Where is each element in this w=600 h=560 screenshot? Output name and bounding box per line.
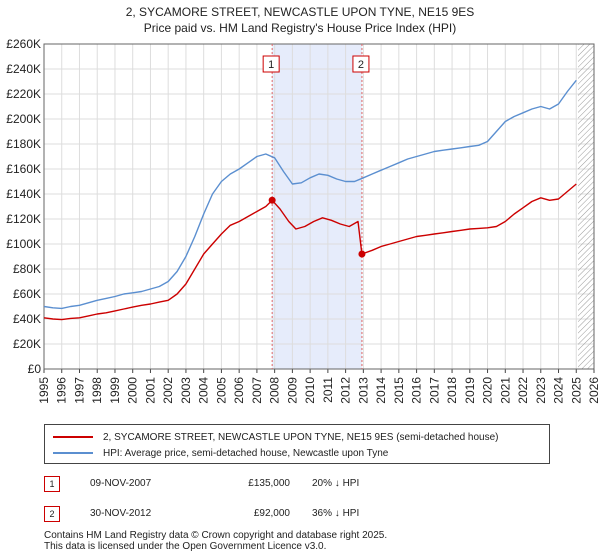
legend: 2, SYCAMORE STREET, NEWCASTLE UPON TYNE,… <box>44 424 550 464</box>
y-tick-label: £80K <box>13 262 41 276</box>
x-tick-label: 2022 <box>516 377 530 404</box>
x-tick-label: 2007 <box>250 377 264 404</box>
x-tick-label: 2009 <box>285 377 299 404</box>
x-tick-label: 2001 <box>143 377 157 404</box>
y-tick-label: £40K <box>13 312 41 326</box>
x-tick-label: 2024 <box>552 377 566 404</box>
x-tick-label: 2006 <box>232 377 246 404</box>
y-tick-label: £0 <box>28 362 42 376</box>
x-tick-label: 1998 <box>90 377 104 404</box>
x-tick-label: 2008 <box>268 377 282 404</box>
y-tick-label: £200K <box>6 112 41 126</box>
x-tick-label: 2014 <box>374 377 388 404</box>
x-tick-label: 1997 <box>72 377 86 404</box>
y-tick-label: £100K <box>6 237 41 251</box>
footer-copyright: Contains HM Land Registry data © Crown c… <box>44 530 388 541</box>
x-tick-label: 1995 <box>37 377 51 404</box>
sale-badge-label: 1 <box>268 59 274 71</box>
price-chart: £0 £20K £40K £60K £80K £100K £120K £140K £160K £1… <box>6 37 600 404</box>
x-tick-label: 2004 <box>197 377 211 404</box>
transaction-hpi-diff: 36% ↓ HPI <box>312 508 360 519</box>
x-tick-label: 2005 <box>214 377 228 404</box>
legend-item-hpi: HPI: Average price, semi-detached house,… <box>53 446 388 460</box>
x-tick-label: 2016 <box>410 377 424 404</box>
x-tick-label: 2020 <box>481 377 495 404</box>
y-tick-label: £20K <box>13 337 41 351</box>
legend-label-hpi: HPI: Average price, semi-detached house,… <box>103 447 389 459</box>
x-tick-label: 1999 <box>108 377 122 404</box>
y-tick-label: £60K <box>13 287 41 301</box>
property-series-line <box>43 183 577 321</box>
transaction-price: £135,000 <box>248 478 290 489</box>
x-tick-label: 2025 <box>569 377 583 404</box>
plot-frame <box>43 43 595 370</box>
ownership-shade <box>272 44 362 369</box>
x-tick-label: 2010 <box>303 377 317 404</box>
sale-badge-box <box>262 55 280 73</box>
sale-point <box>358 250 366 258</box>
hpi-series-line <box>43 79 577 310</box>
legend-swatch-property <box>53 436 93 438</box>
y-tick-label: £240K <box>6 62 41 76</box>
transaction-date: 30-NOV-2012 <box>90 508 152 519</box>
x-tick-label: 2026 <box>587 377 600 404</box>
y-tick-label: £140K <box>6 187 41 201</box>
sale-badge-label: 2 <box>358 59 364 71</box>
sale-point <box>268 196 276 204</box>
x-tick-label: 1996 <box>55 377 69 404</box>
y-tick-label: £260K <box>6 37 41 51</box>
legend-swatch-hpi <box>53 452 93 454</box>
x-tick-label: 2023 <box>534 377 548 404</box>
x-tick-label: 2003 <box>179 377 193 404</box>
y-tick-label: £180K <box>6 137 41 151</box>
x-tick-label: 2015 <box>392 377 406 404</box>
legend-label-property: 2, SYCAMORE STREET, NEWCASTLE UPON TYNE,… <box>103 431 499 443</box>
y-tick-label: £220K <box>6 87 41 101</box>
y-tick-label: £160K <box>6 162 41 176</box>
chart-subtitle: Price paid vs. HM Land Registry's House … <box>143 21 457 35</box>
sale-badge-box <box>352 55 370 73</box>
transaction-badge: 1 <box>44 476 60 492</box>
x-tick-label: 2011 <box>321 377 335 403</box>
legend-item-property: 2, SYCAMORE STREET, NEWCASTLE UPON TYNE,… <box>53 430 499 444</box>
transaction-date: 09-NOV-2007 <box>90 478 152 489</box>
transaction-badge: 2 <box>44 506 60 522</box>
transaction-hpi-diff: 20% ↓ HPI <box>312 478 360 489</box>
chart-title: 2, SYCAMORE STREET, NEWCASTLE UPON TYNE,… <box>125 5 475 19</box>
footer-license: This data is licensed under the Open Gov… <box>44 541 327 552</box>
x-tick-label: 2017 <box>427 377 441 404</box>
x-tick-label: 2012 <box>339 377 353 404</box>
x-tick-label: 2002 <box>161 377 175 404</box>
x-tick-label: 2013 <box>356 377 370 404</box>
x-tick-label: 2021 <box>498 377 512 404</box>
x-tick-label: 2019 <box>463 377 477 404</box>
y-tick-label: £120K <box>6 212 41 226</box>
transaction-price: £92,000 <box>253 508 290 519</box>
x-tick-label: 2018 <box>445 377 459 404</box>
future-hatch <box>578 44 594 369</box>
x-tick-label: 2000 <box>126 377 140 404</box>
footer: Contains HM Land Registry data © Crown c… <box>44 530 387 552</box>
